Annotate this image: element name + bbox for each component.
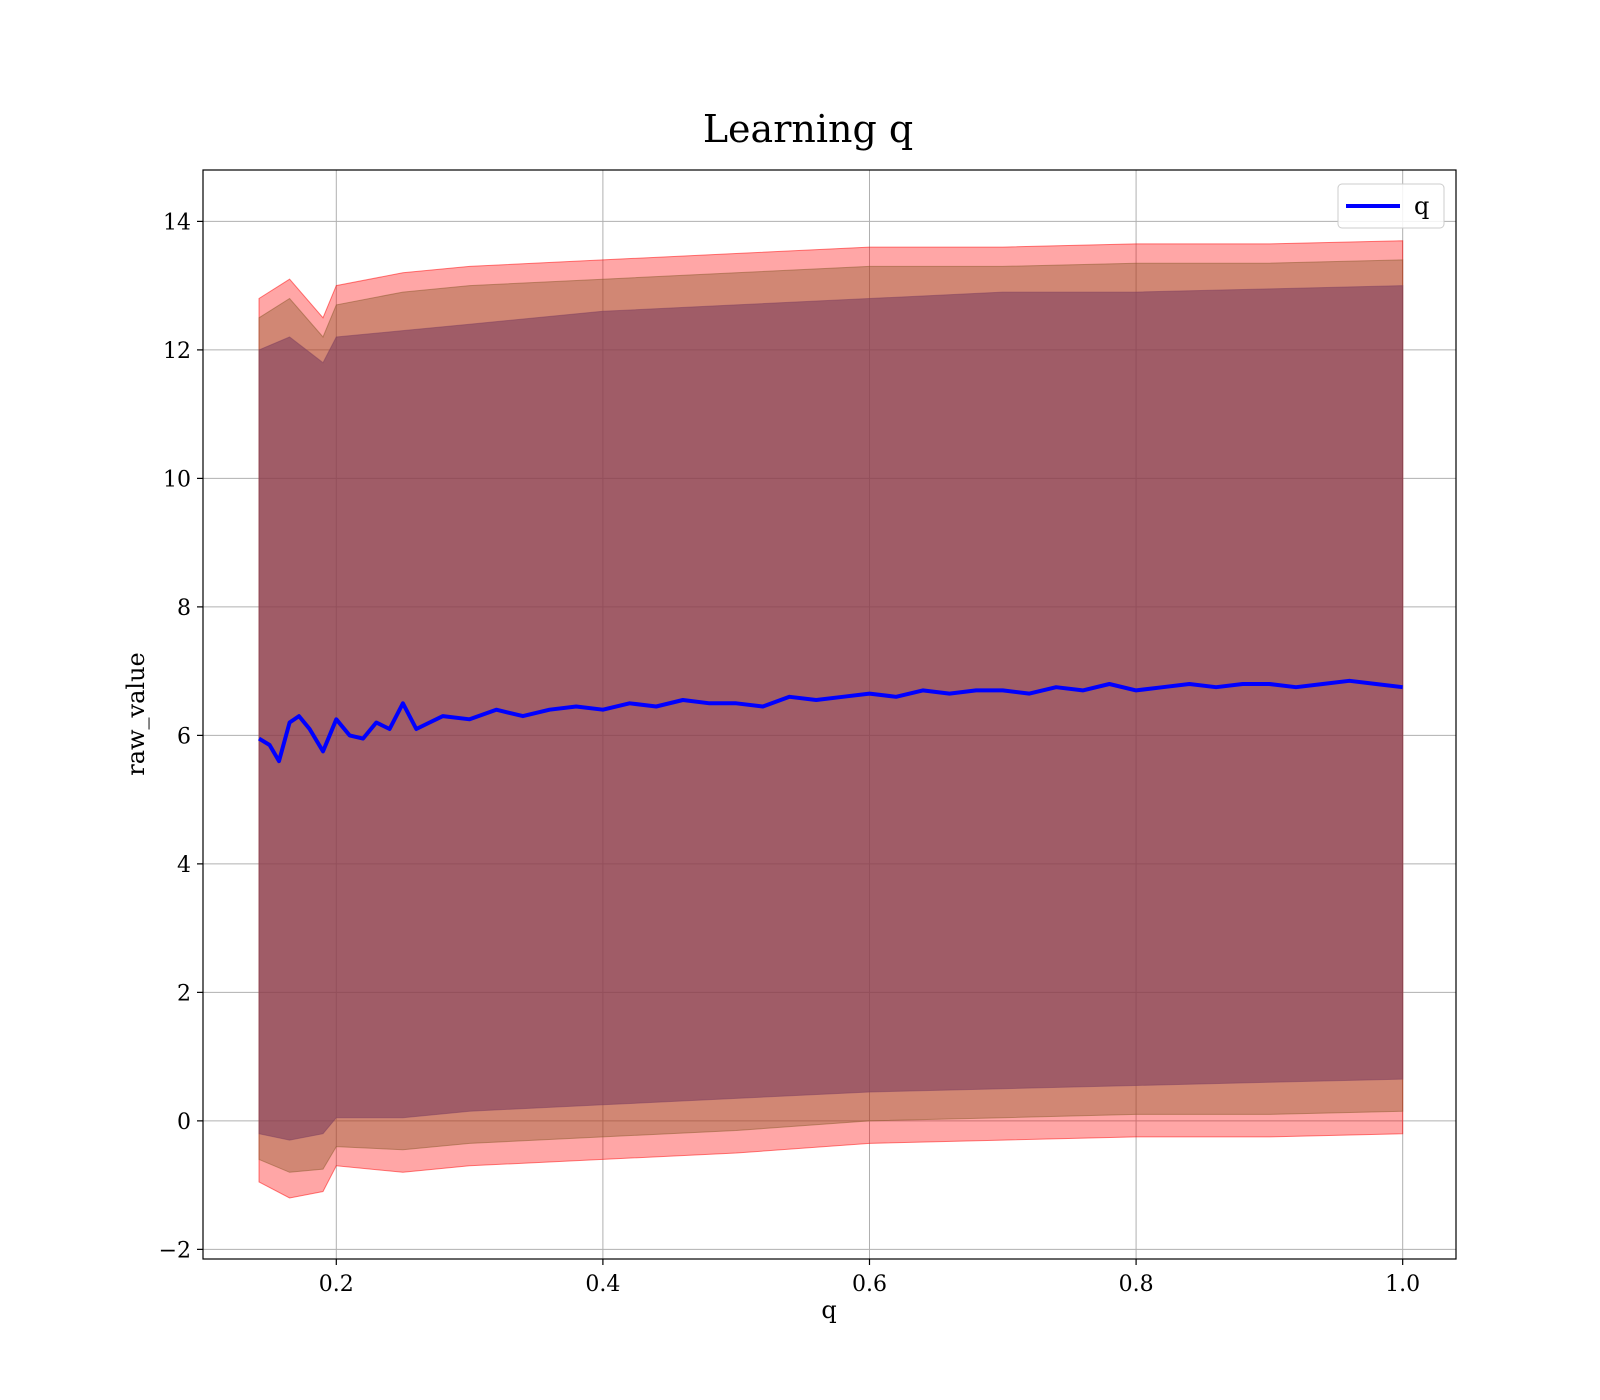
confidence-bands	[258, 240, 1404, 1199]
x-axis-label: q	[821, 1296, 836, 1324]
x-tick-label: 0.8	[1119, 1272, 1154, 1297]
y-axis-label: raw_value	[122, 652, 150, 776]
legend-entry-q: q	[1414, 192, 1429, 220]
y-axis-ticks: −2 0 2 4 6 8 10 12 14	[159, 210, 203, 1263]
y-tick-label: 8	[177, 596, 191, 621]
y-tick-label: 14	[163, 210, 191, 235]
plot-frame	[202, 169, 1457, 1260]
legend: q	[1337, 183, 1445, 229]
series-lines	[257, 678, 1403, 764]
y-tick-label: 2	[177, 981, 191, 1006]
y-tick-label: 12	[163, 339, 191, 364]
x-tick-label: 0.2	[319, 1272, 354, 1297]
y-tick-label: −2	[159, 1238, 191, 1263]
y-tick-label: 4	[177, 853, 191, 878]
y-tick-label: 6	[177, 724, 191, 749]
x-tick-label: 1.0	[1385, 1272, 1420, 1297]
y-tick-label: 0	[177, 1110, 191, 1135]
x-tick-label: 0.4	[585, 1272, 620, 1297]
confidence-band-2	[258, 285, 1404, 1141]
series-line-q	[257, 678, 1403, 764]
x-axis-ticks: 0.2 0.4 0.6 0.8 1.0	[319, 1259, 1420, 1297]
chart-title: Learning q	[703, 107, 913, 151]
y-tick-label: 10	[163, 467, 191, 492]
x-tick-label: 0.6	[852, 1272, 887, 1297]
